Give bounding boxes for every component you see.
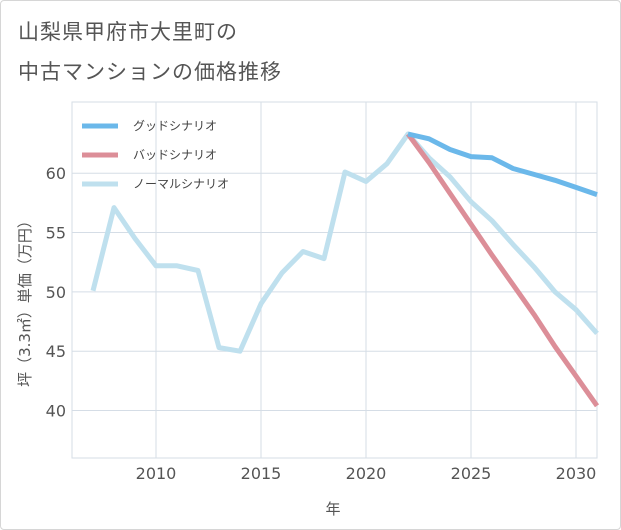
legend-label-1: バッドシナリオ	[133, 148, 217, 162]
chart-title-line-1: 山梨県甲府市大里町の	[18, 20, 238, 44]
series-line-0	[407, 131, 598, 197]
x-axis-title: 年	[325, 500, 340, 518]
plot-area-border	[71, 101, 598, 459]
x-tick-label: 2020	[346, 464, 387, 483]
y-tick-label: 55	[46, 224, 66, 243]
x-tick-label: 2025	[451, 464, 492, 483]
series-layer	[90, 131, 600, 408]
y-tick-label: 60	[46, 164, 66, 183]
x-tick-label: 2010	[136, 464, 177, 483]
x-axis-ticks: 2010 2015 2020 2025 2030	[136, 464, 597, 483]
series-line-2	[90, 131, 599, 354]
x-tick-label: 2030	[556, 464, 597, 483]
x-tick-label: 2015	[241, 464, 282, 483]
y-axis-title: 坪（3.3㎡）単価（万円）	[16, 213, 34, 387]
series-line-1	[405, 132, 600, 408]
legend-label-2: ノーマルシナリオ	[133, 177, 229, 191]
y-tick-label: 50	[46, 283, 66, 302]
legend-label-0: グッドシナリオ	[133, 119, 217, 133]
y-tick-label: 45	[46, 342, 66, 361]
chart-title-line-2: 中古マンションの価格推移	[18, 60, 282, 84]
grid-lines	[71, 101, 598, 459]
y-tick-label: 40	[46, 402, 66, 421]
y-axis-ticks: 40 45 50 55 60	[46, 164, 66, 420]
